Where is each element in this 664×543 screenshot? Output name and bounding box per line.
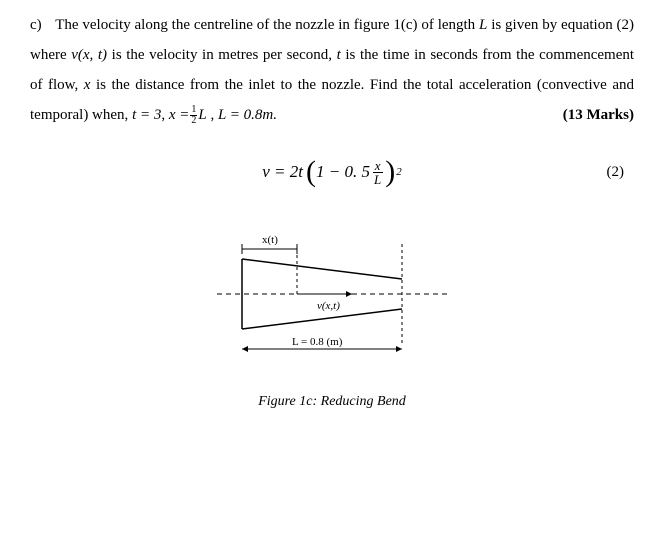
text: is the velocity in metres per second, — [112, 47, 332, 63]
text: is given by equation — [491, 17, 612, 33]
figure-container: x(t) v(x,t) L = 0.8 (m) — [30, 219, 634, 369]
paren-close: ) — [385, 155, 395, 189]
figure-label-xt: x(t) — [262, 234, 278, 246]
text: The velocity along the centreline of the… — [55, 17, 475, 33]
var-v: v(x, t) — [71, 47, 107, 63]
eq-lhs: v = 2t — [262, 162, 303, 182]
var-t: t — [337, 47, 341, 63]
nozzle-diagram: x(t) v(x,t) L = 0.8 (m) — [202, 219, 462, 369]
cond-t: t = 3 — [132, 107, 161, 123]
problem-statement: c) The velocity along the centreline of … — [30, 10, 634, 130]
var-x: x — [84, 77, 91, 93]
fraction-half: 12 — [190, 105, 197, 126]
text: is the time in seconds from the — [345, 47, 534, 63]
exponent: 2 — [396, 166, 402, 178]
marks-label: (13 Marks) — [563, 100, 634, 130]
figure-label-vxt: v(x,t) — [317, 300, 340, 312]
cond-x-rhs: L — [198, 107, 206, 123]
sep: , — [161, 107, 169, 123]
equation-row: v = 2t ( 1 − 0. 5 x L ) 2 (2) — [30, 155, 634, 189]
eq-inner: 1 − 0. 5 — [316, 162, 370, 182]
paren-open: ( — [306, 155, 316, 189]
var-L: L — [479, 17, 487, 33]
fraction-xL: x L — [372, 159, 383, 186]
equation-number: (2) — [607, 164, 625, 181]
figure-label-L: L = 0.8 (m) — [292, 336, 343, 348]
equation: v = 2t ( 1 − 0. 5 x L ) 2 — [262, 155, 401, 189]
figure-caption: Figure 1c: Reducing Bend — [30, 394, 634, 410]
part-label: c) — [30, 17, 42, 33]
cond-x-lhs: x = — [169, 107, 190, 123]
text: is the distance from the inlet to the no… — [96, 77, 454, 93]
cond-L: L = 0.8m. — [218, 107, 277, 123]
